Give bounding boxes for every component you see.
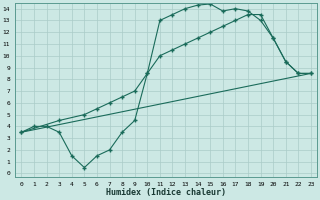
- X-axis label: Humidex (Indice chaleur): Humidex (Indice chaleur): [106, 188, 226, 197]
